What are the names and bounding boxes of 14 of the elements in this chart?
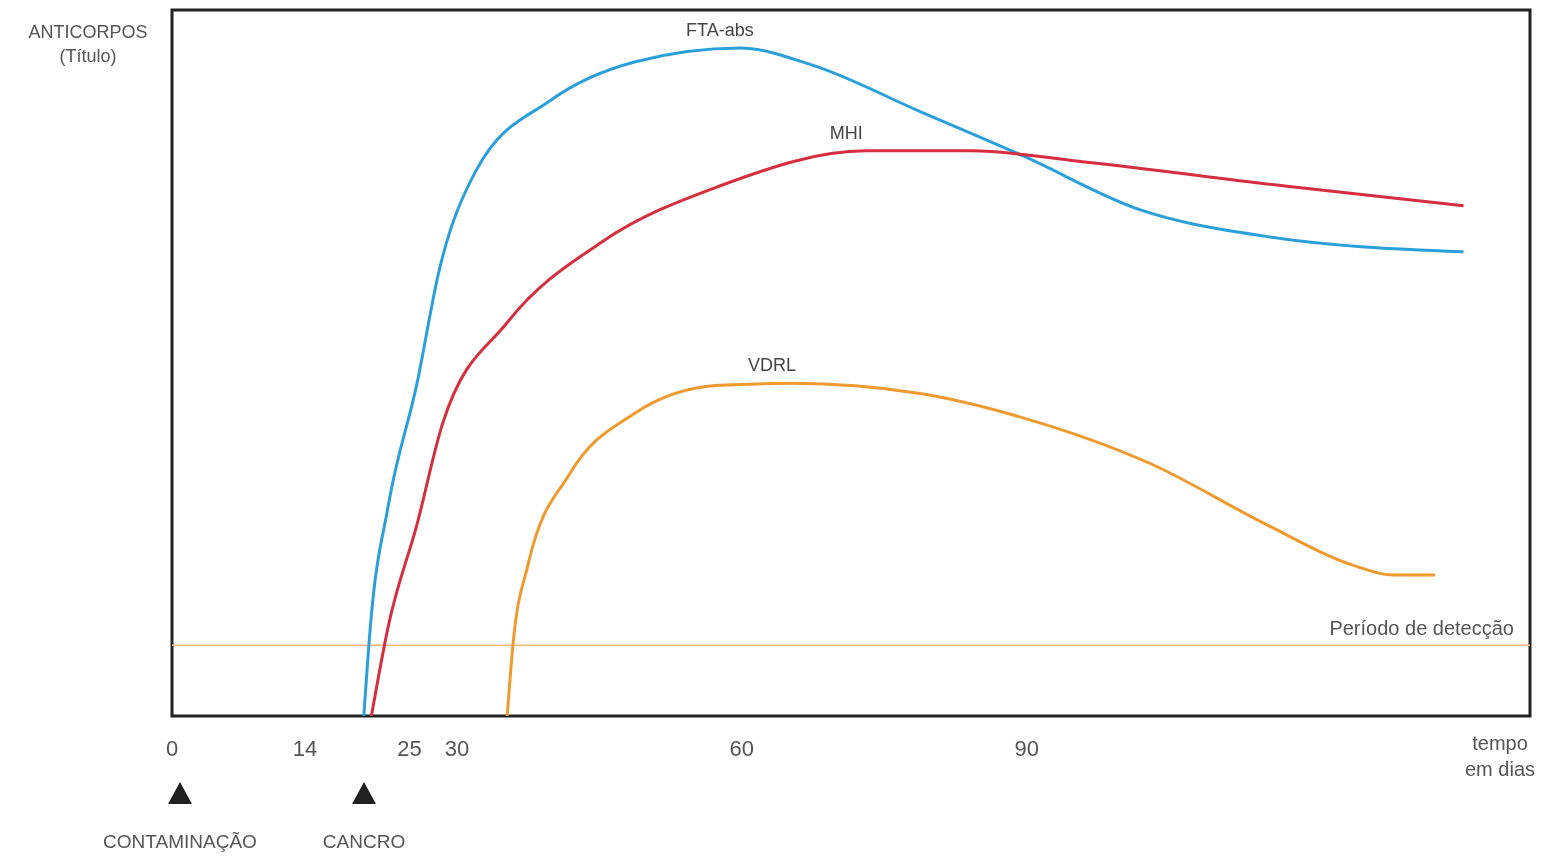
x-tick-label: 0 <box>165 736 179 761</box>
series-label: FTA-abs <box>686 20 754 40</box>
y-axis-title: ANTICORPOS (Título) <box>28 22 148 66</box>
series-label: MHI <box>829 122 863 143</box>
x-tick-label: 30 <box>444 736 470 761</box>
x-tick-label: 25 <box>397 736 422 761</box>
x-tick-label: 90 <box>1014 736 1039 761</box>
text: CANCRO <box>322 831 406 852</box>
x-tick-label: 14 <box>292 736 318 761</box>
ref-line-label: Período de detecção <box>1329 617 1514 640</box>
x-tick-label: 60 <box>729 736 755 761</box>
text: CONTAMINAÇÃO <box>103 831 257 852</box>
x-axis-title: tempo em dias <box>1464 732 1536 780</box>
series-label: VDRL <box>748 355 797 376</box>
